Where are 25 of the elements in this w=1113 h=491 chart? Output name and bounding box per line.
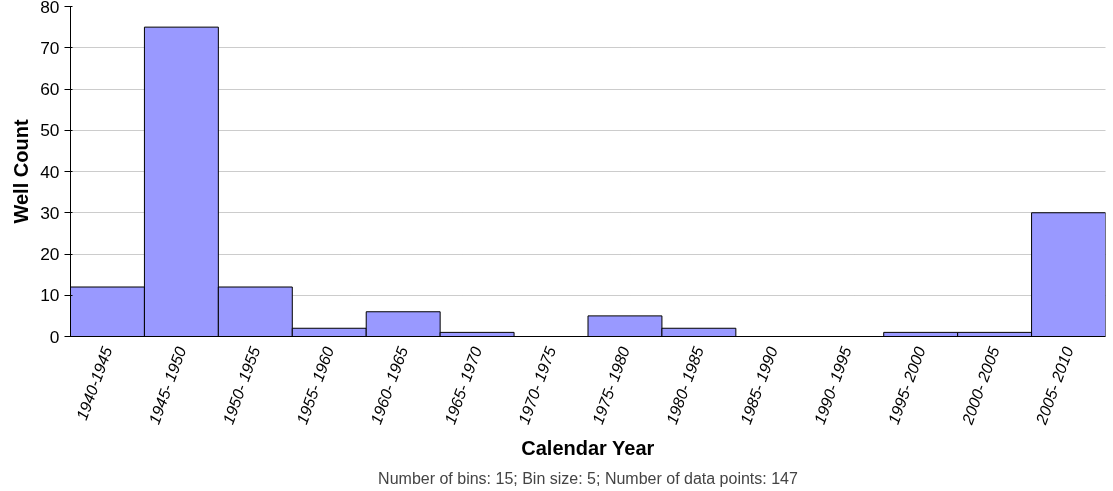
x-tick-label: 1995- 2000 bbox=[884, 344, 929, 427]
x-tick-label: 1970- 1975 bbox=[515, 344, 560, 427]
x-tick-label: 1945- 1950 bbox=[145, 344, 190, 427]
y-axis-title: Well Count bbox=[10, 119, 33, 224]
y-tick-label: 70 bbox=[40, 37, 60, 58]
text: Number of bins: 15; Bin size: 5; Number of data points: 147 bbox=[378, 469, 798, 487]
x-tick-label: 1960- 1965 bbox=[367, 344, 412, 427]
x-tick-label: 1985- 1990 bbox=[737, 344, 781, 427]
x-tick-label: 1980- 1985 bbox=[663, 344, 707, 427]
y-tick-label: 40 bbox=[40, 161, 60, 182]
y-tick-label: 20 bbox=[40, 244, 60, 264]
x-tick-label: 2000- 2005 bbox=[958, 344, 1003, 428]
x-tick-label: 1950- 1955 bbox=[219, 344, 264, 427]
y-tick-label: 60 bbox=[40, 79, 60, 99]
x-tick-label: 2005- 2010 bbox=[1032, 344, 1077, 428]
x-tick-label: 1955- 1960 bbox=[293, 344, 338, 427]
x-tick-label: 1965- 1970 bbox=[441, 344, 486, 427]
x-axis-title: Calendar Year bbox=[521, 437, 655, 460]
y-tick-label: 30 bbox=[40, 202, 60, 223]
y-tick-label: 0 bbox=[49, 326, 60, 347]
x-tick-label: 1990- 1995 bbox=[810, 344, 855, 427]
y-tick-label: 80 bbox=[40, 0, 60, 17]
x-tick-label: 1975- 1980 bbox=[589, 344, 633, 427]
y-tick-label: 50 bbox=[40, 120, 60, 141]
y-tick-label: 10 bbox=[40, 285, 60, 306]
